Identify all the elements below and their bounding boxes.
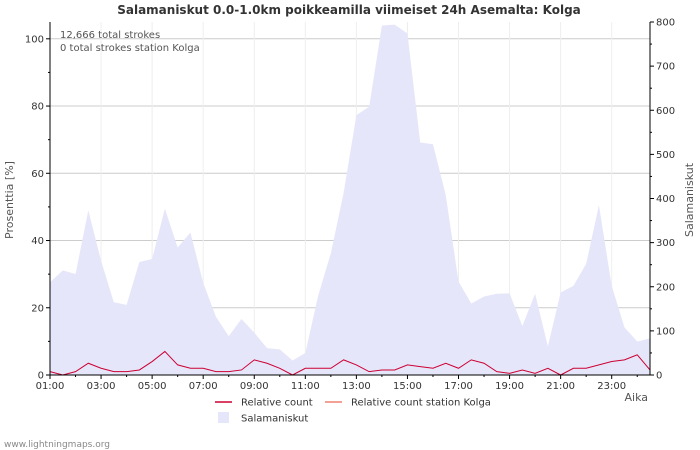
x-axis-label: Aika (625, 391, 649, 404)
x-tick-label: 01:00 (36, 381, 65, 392)
y-tick-label-right: 200 (656, 282, 675, 293)
y-tick-label-right: 700 (656, 62, 675, 73)
area-salamaniskut (50, 24, 650, 376)
y-tick-label-right: 100 (656, 326, 675, 337)
x-tick-label: 03:00 (87, 381, 116, 392)
x-tick-label: 23:00 (597, 381, 626, 392)
x-tick-label: 21:00 (546, 381, 575, 392)
y-tick-label-right: 0 (656, 371, 662, 382)
x-tick-label: 07:00 (189, 381, 218, 392)
x-tick-label: 05:00 (138, 381, 167, 392)
chart-title: Salamaniskut 0.0-1.0km poikkeamilla viim… (117, 3, 581, 17)
y-tick-label-right: 500 (656, 150, 675, 161)
legend-label: Relative count (241, 398, 313, 409)
y-tick-label-right: 300 (656, 238, 675, 249)
watermark: www.lightningmaps.org (4, 440, 110, 450)
y-tick-label-left: 100 (25, 34, 44, 45)
annotation-station-strokes: 0 total strokes station Kolga (60, 43, 200, 54)
annotation-total-strokes: 12,666 total strokes (60, 30, 160, 41)
y-tick-label-left: 20 (31, 303, 44, 314)
line-relative-count (49, 350, 651, 376)
y-tick-label-left: 0 (38, 371, 44, 382)
x-tick-label: 11:00 (291, 381, 320, 392)
y-tick-label-left: 40 (31, 236, 44, 247)
y-tick-label-left: 60 (31, 169, 44, 180)
x-tick-label: 17:00 (444, 381, 473, 392)
x-tick-label: 13:00 (342, 381, 371, 392)
y-tick-label-left: 80 (31, 102, 44, 113)
x-tick-label: 15:00 (393, 381, 422, 392)
x-tick-label: 09:00 (240, 381, 269, 392)
legend-label: Salamaniskut (241, 414, 308, 425)
y-tick-label-right: 800 (656, 18, 675, 29)
y-axis-right-label: Salamaniskut (683, 162, 696, 237)
y-axis-left-label: Prosenttia [%] (3, 161, 16, 239)
legend-label: Relative count station Kolga (351, 398, 491, 409)
y-tick-label-right: 600 (656, 106, 675, 117)
y-tick-label-right: 400 (656, 194, 675, 205)
legend: Relative count Relative count station Kol… (215, 398, 491, 425)
legend-swatch-area (218, 412, 229, 423)
x-tick-label: 19:00 (495, 381, 524, 392)
